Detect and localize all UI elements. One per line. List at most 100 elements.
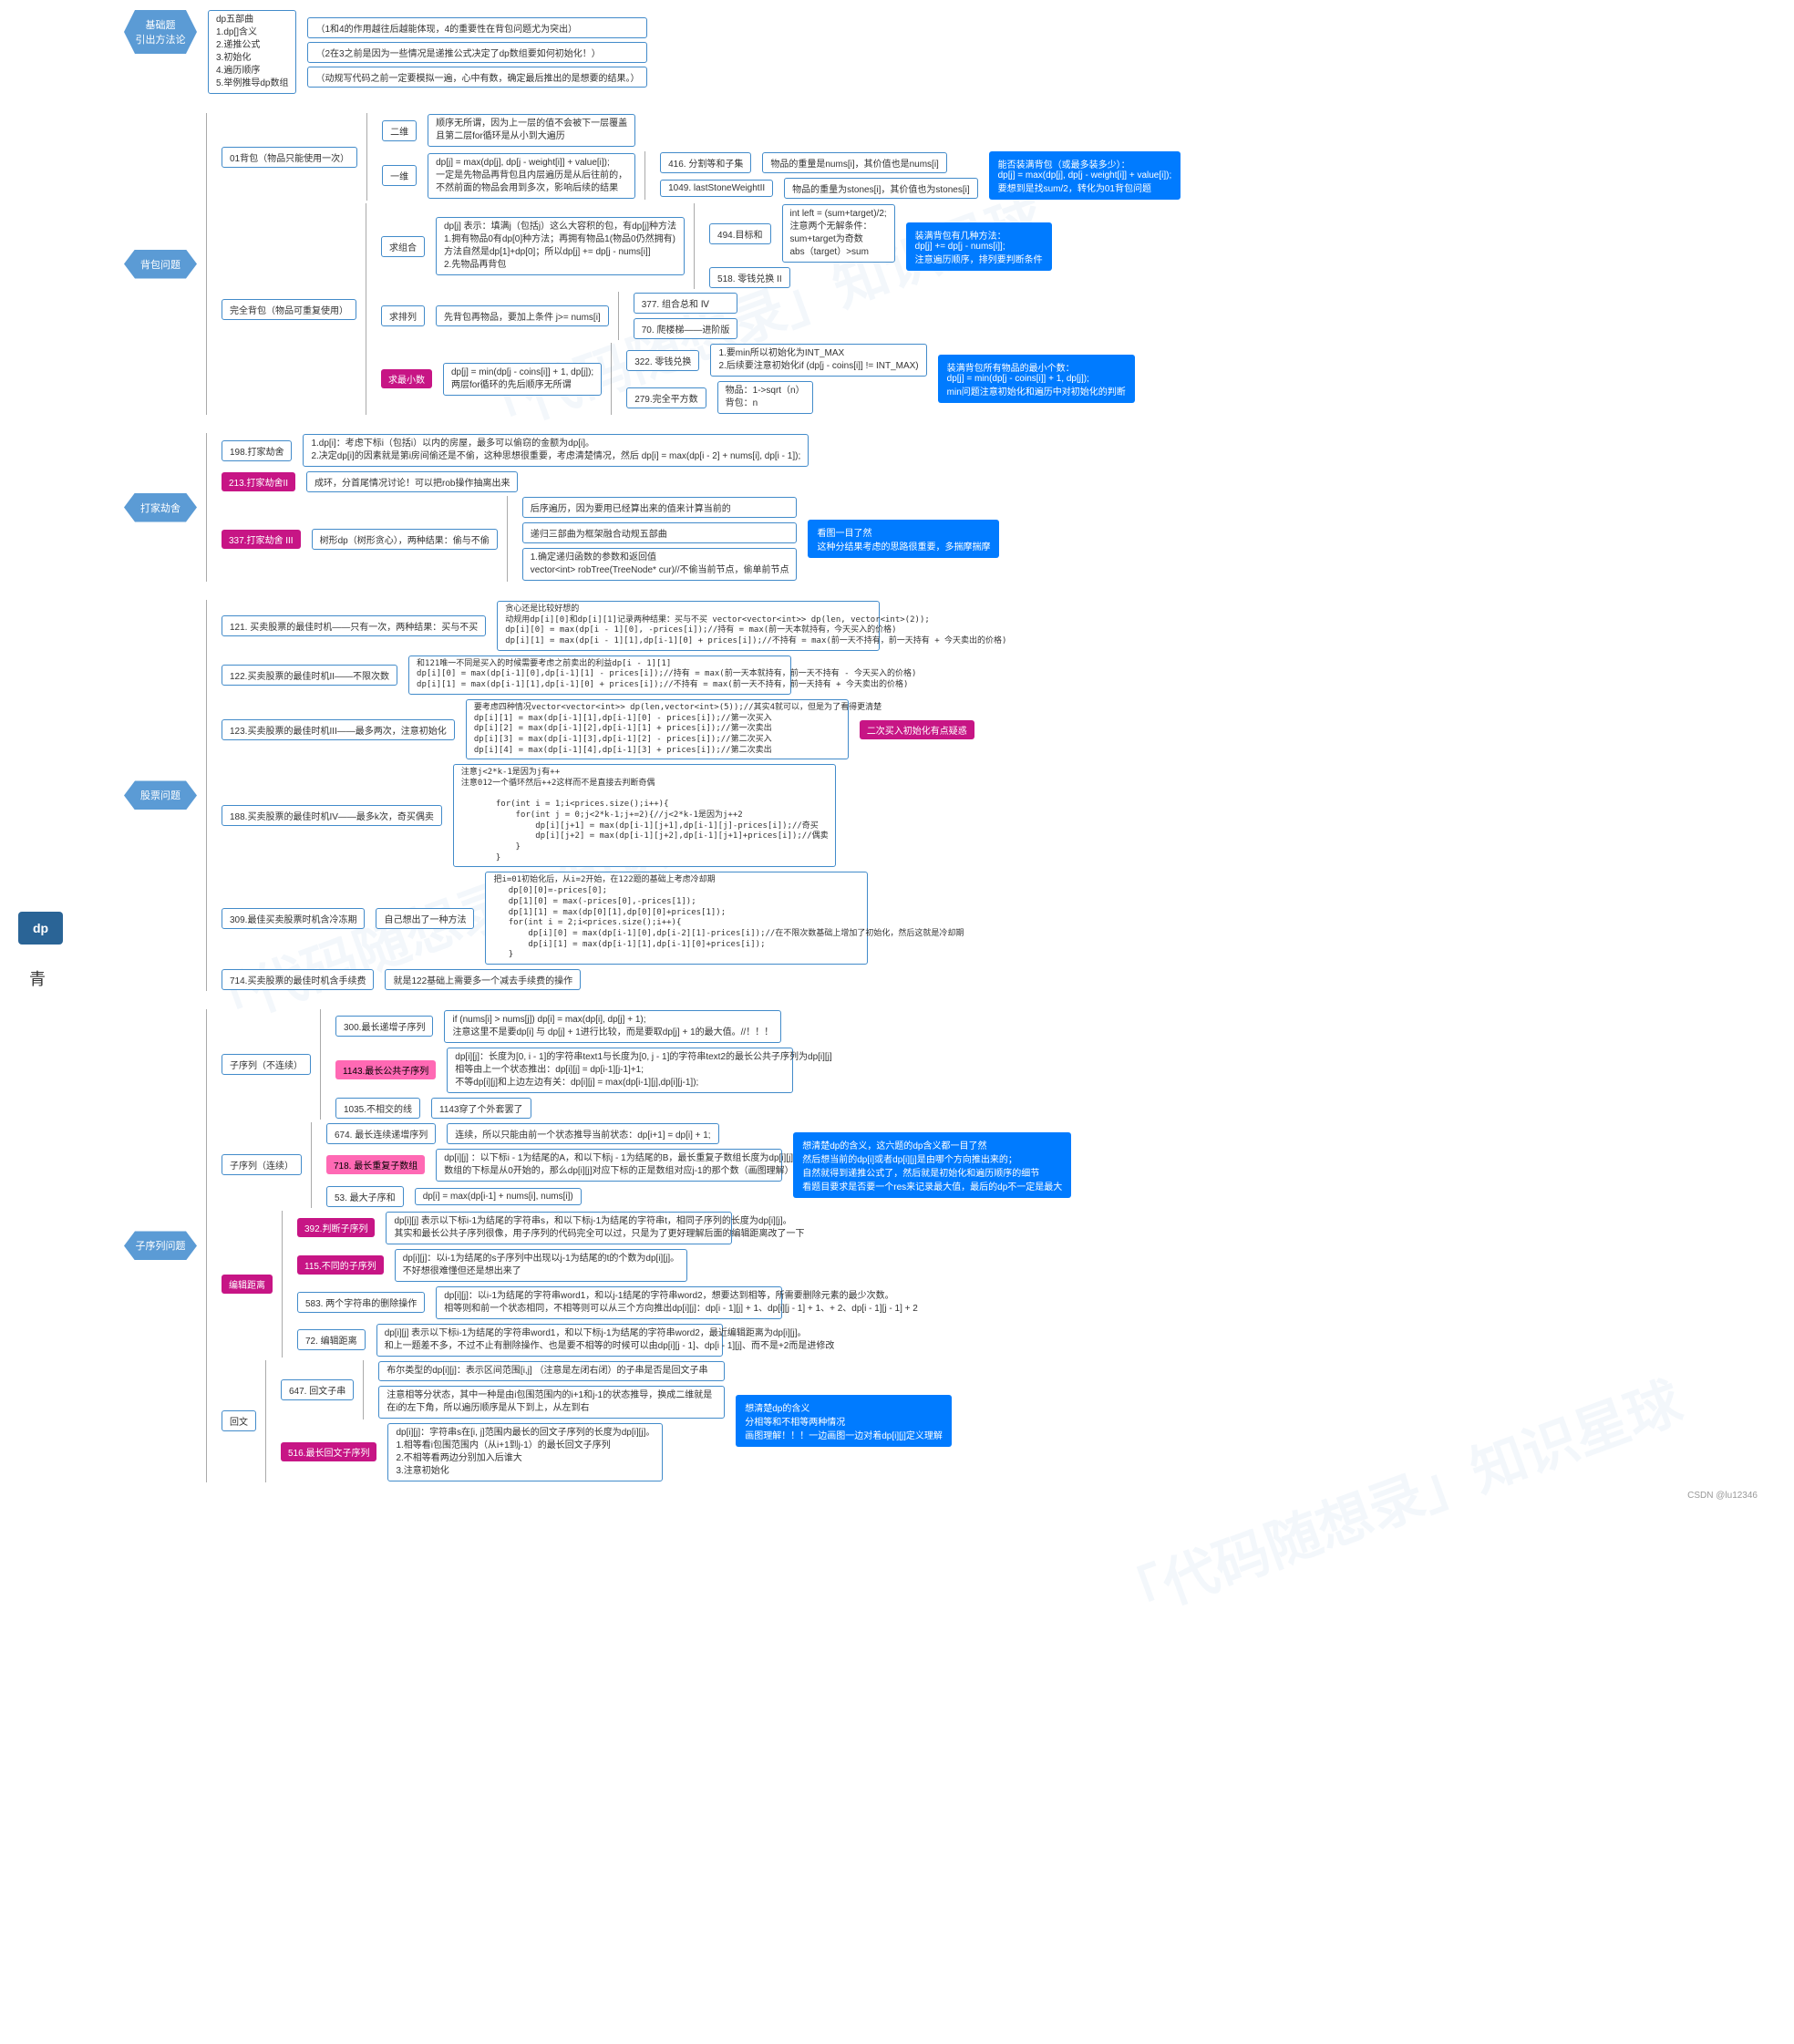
- node-comb: 求组合: [381, 236, 425, 257]
- hex-subseq: 子序列问题: [124, 1231, 197, 1260]
- node-2d-note: 顺序无所谓，因为上一层的值不会被下一层覆盖 且第二层for循环是从小到大遍历: [428, 114, 635, 147]
- p377: 377. 组合总和 Ⅳ: [634, 293, 738, 314]
- p309n: 自己想出了一种方法: [376, 908, 474, 929]
- p718n: dp[i][j] ：以下标i - 1为结尾的A，和以下标j - 1为结尾的B，最…: [436, 1149, 782, 1182]
- dp-steps: dp五部曲 1.dp[]含义 2.递推公式 3.初始化 4.遍历顺序 5.举例推…: [208, 10, 296, 94]
- p72n: dp[i][j] 表示以下标i-1为结尾的字符串word1，和以下标j-1为结尾…: [376, 1324, 723, 1357]
- p714: 714.买卖股票的最佳时机含手续费: [222, 969, 374, 990]
- p1049: 1049. lastStoneWeightII: [660, 180, 773, 197]
- p53: 53. 最大子序和: [326, 1186, 404, 1207]
- p122n: 和121唯一不同是买入的时候需要考虑之前卖出的利益dp[i - 1][1] dp…: [408, 656, 791, 695]
- hex-rob: 打家劫舍: [124, 493, 197, 522]
- section-stock: 股票问题 121. 买卖股票的最佳时机——只有一次，两种结果：买与不买贪心还是比…: [119, 600, 1785, 991]
- node-perm-note: 先背包再物品，要加上条件 j>= nums[i]: [436, 305, 609, 326]
- root-label: dp: [33, 921, 48, 935]
- p213: 213.打家劫舍II: [222, 472, 295, 491]
- note-2: （2在3之前是因为一些情况是递推公式决定了dp数组要如何初始化！）: [307, 42, 647, 63]
- hex-stock: 股票问题: [124, 780, 197, 810]
- p300n: if (nums[i] > nums[j]) dp[i] = max(dp[i]…: [444, 1010, 781, 1043]
- note-1: （1和4的作用越往后越能体现，4的重要性在背包问题尤为突出）: [307, 17, 647, 38]
- sub3: 编辑距离: [222, 1275, 273, 1294]
- tip-min: 装满背包所有物品的最小个数： dp[j] = min(dp[j - coins[…: [938, 355, 1135, 403]
- p337-1: 后序遍历，因为要用已经算出来的值来计算当前的: [522, 497, 798, 518]
- p279n: 物品：1->sqrt（n） 背包：n: [717, 381, 813, 414]
- node-1d-note: dp[j] = max(dp[j], dp[j - weight[i]] + v…: [428, 153, 635, 199]
- tip-sub2: 想清楚dp的含义 分相等和不相等两种情况 画图理解！！！一边画图一边对着dp[i…: [736, 1395, 952, 1447]
- p392: 392.判断子序列: [297, 1218, 375, 1237]
- node-complete: 完全背包（物品可重复使用）: [222, 299, 356, 320]
- p198n: 1.dp[i]：考虑下标i（包括i）以内的房屋，最多可以偷窃的金额为dp[i]。…: [303, 434, 809, 467]
- p416n: 物品的重量是nums[i]，其价值也是nums[i]: [762, 152, 946, 173]
- tip-comb: 装满背包有几种方法： dp[j] += dp[j - nums[i]]; 注意遍…: [906, 222, 1052, 271]
- p494: 494.目标和: [709, 223, 770, 244]
- p123tip: 二次买入初始化有点疑惑: [860, 720, 974, 739]
- p714n: 就是122基础上需要多一个减去手续费的操作: [385, 969, 581, 990]
- tip-sub1: 想清楚dp的含义，这六题的dp含义都一目了然 然后想当前的dp[i]或者dp[i…: [793, 1132, 1071, 1198]
- p583: 583. 两个字符串的删除操作: [297, 1292, 425, 1313]
- tip-01: 能否装满背包（或最多装多少）： dp[j] = max(dp[j], dp[j …: [989, 151, 1181, 200]
- p337-3: 1.确定递归函数的参数和返回值 vector<int> robTree(Tree…: [522, 548, 798, 581]
- p337n: 树形dp（树形贪心），两种结果：偷与不偷: [312, 529, 498, 550]
- p72: 72. 编辑距离: [297, 1329, 366, 1350]
- node-comb-note: dp[j] 表示：填满j（包括j）这么大容积的包，有dp[j]种方法 1.拥有物…: [436, 217, 685, 275]
- p123: 123.买卖股票的最佳时机III——最多两次，注意初始化: [222, 719, 455, 740]
- p718: 718. 最长重复子数组: [326, 1155, 425, 1174]
- p53n: dp[i] = max(dp[i-1] + nums[i], nums[i]): [415, 1188, 582, 1205]
- note-3: （动规写代码之前一定要模拟一遍，心中有数，确定最后推出的是想要的结果。）: [307, 67, 647, 88]
- hex-basics: 基础题 引出方法论: [124, 10, 197, 54]
- section-knapsack: 背包问题 01背包（物品只能使用一次） 二维 顺序无所谓，因为上一层的值不会被下…: [119, 113, 1785, 415]
- p516: 516.最长回文子序列: [281, 1442, 376, 1461]
- credit: CSDN @lu12346: [1687, 1491, 1758, 1501]
- p188n: 注意j<2*k-1是因为j有++ 注意012一个循环然后++2这样而不是直接去判…: [453, 764, 836, 867]
- p309c: 把i=01初始化后，从i=2开始，在122题的基础上考虑冷却期 dp[0][0]…: [485, 872, 868, 965]
- p392n: dp[i][j] 表示以下标i-1为结尾的字符串s，和以下标j-1为结尾的字符串…: [386, 1212, 732, 1244]
- section-rob: 打家劫舍 198.打家劫舍 1.dp[i]：考虑下标i（包括i）以内的房屋，最多可…: [119, 433, 1785, 582]
- node-perm: 求排列: [381, 305, 425, 326]
- p516n: dp[i][j]：字符串s在[i, j]范围内最长的回文子序列的长度为dp[i]…: [387, 1423, 663, 1481]
- p1035: 1035.不相交的线: [335, 1098, 420, 1119]
- p416: 416. 分割等和子集: [660, 152, 751, 173]
- p674: 674. 最长连续递增序列: [326, 1123, 436, 1144]
- p115n: dp[i][j]：以i-1为结尾的s子序列中出现以j-1为结尾的t的个数为dp[…: [395, 1249, 687, 1282]
- p213n: 成环，分首尾情况讨论！可以把rob操作抽离出来: [306, 471, 518, 492]
- p337: 337.打家劫舍 III: [222, 530, 301, 549]
- p647: 647. 回文子串: [281, 1379, 354, 1400]
- p494n: int left = (sum+target)/2; 注意两个无解条件： sum…: [782, 204, 895, 263]
- node-min: 求最小数: [381, 369, 432, 388]
- branch-01: 01背包（物品只能使用一次） 二维 顺序无所谓，因为上一层的值不会被下一层覆盖 …: [216, 113, 1186, 201]
- sub2: 子序列（连续）: [222, 1154, 302, 1175]
- sub1: 子序列（不连续）: [222, 1054, 311, 1075]
- p322n: 1.要min所以初始化为INT_MAX 2.后续要注意初始化if (dp[j -…: [710, 344, 926, 377]
- p121: 121. 买卖股票的最佳时机——只有一次，两种结果：买与不买: [222, 615, 486, 636]
- tip-rob: 看图一目了然 这种分结果考虑的思路很重要，多揣摩揣摩: [808, 520, 999, 558]
- node-min-note: dp[j] = min(dp[j - coins[i]] + 1, dp[j])…: [443, 363, 602, 396]
- p279: 279.完全平方数: [626, 387, 706, 408]
- p322: 322. 零钱兑换: [626, 350, 699, 371]
- section-basics: 基础题 引出方法论 dp五部曲 1.dp[]含义 2.递推公式 3.初始化 4.…: [119, 9, 1785, 95]
- p647n1: 布尔类型的dp[i][j]：表示区间范围[i,j] （注意是左闭右闭）的子串是否…: [378, 1361, 725, 1381]
- p188: 188.买卖股票的最佳时机IV——最多k次，奇买偶卖: [222, 805, 442, 826]
- p115: 115.不同的子序列: [297, 1255, 384, 1275]
- p122: 122.买卖股票的最佳时机II——不限次数: [222, 665, 397, 686]
- p1035n: 1143穿了个外套罢了: [431, 1098, 531, 1119]
- p300: 300.最长递增子序列: [335, 1016, 433, 1037]
- sub4: 回文: [222, 1410, 256, 1431]
- p674n: 连续，所以只能由前一个状态推导当前状态：dp[i+1] = dp[i] + 1;: [447, 1123, 718, 1144]
- p309: 309.最佳买卖股票时机含冷冻期: [222, 908, 365, 929]
- p647n2: 注意相等分状态，其中一种是由i包围范围内的i+1和j-1的状态推导，换成二维就是…: [378, 1386, 725, 1419]
- p1143n: dp[i][j]：长度为[0, i - 1]的字符串text1与长度为[0, j…: [447, 1048, 793, 1093]
- branch-complete: 完全背包（物品可重复使用） 求组合 dp[j] 表示：填满j（包括j）这么大容积…: [216, 203, 1186, 415]
- p583n: dp[i][j]：以i-1为结尾的字符串word1，和以j-1结尾的字符串wor…: [436, 1286, 782, 1319]
- node-1d: 一维: [382, 165, 417, 186]
- p198: 198.打家劫舍: [222, 440, 292, 461]
- root-node: dp: [18, 912, 63, 945]
- hex-knapsack: 背包问题: [124, 250, 197, 279]
- section-subseq: 子序列问题 子序列（不连续） 300.最长递增子序列 if (nums[i] > …: [119, 1009, 1785, 1482]
- root-sub: 青: [29, 966, 46, 990]
- p1049n: 物品的重量为stones[i]，其价值也为stones[i]: [784, 178, 977, 199]
- p121n: 贪心还是比较好想的 动规用dp[i][0]和dp[i][1]记录两种结果：买与不…: [497, 601, 880, 651]
- p70: 70. 爬楼梯——进阶版: [634, 318, 738, 339]
- p518: 518. 零钱兑换 II: [709, 267, 790, 288]
- p123n: 要考虑四种情况vector<vector<int>> dp(len,vector…: [466, 699, 849, 759]
- node-01bag: 01背包（物品只能使用一次）: [222, 147, 357, 168]
